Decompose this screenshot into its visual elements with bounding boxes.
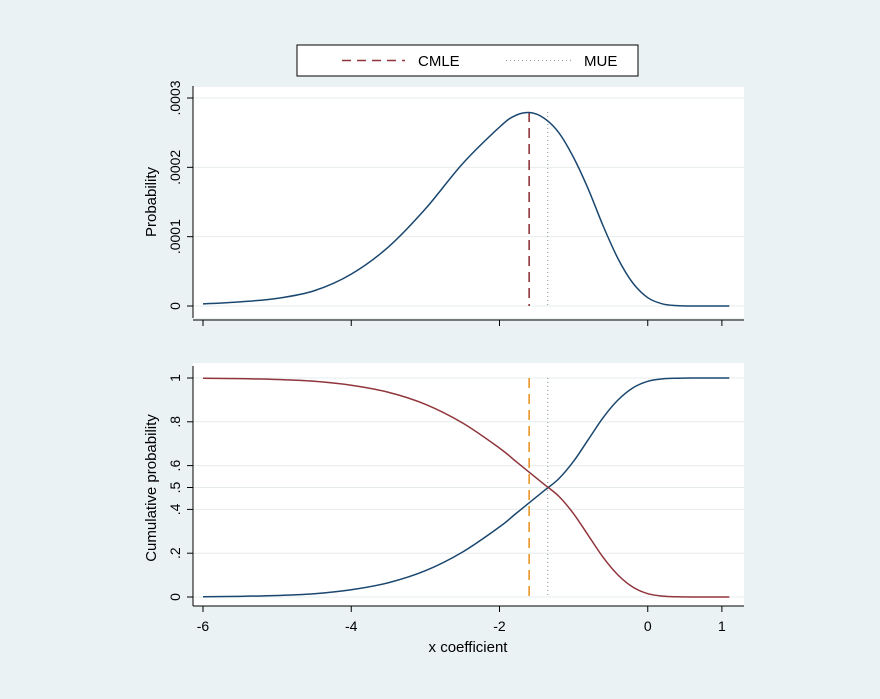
bot-x-tick-label: 1 bbox=[718, 618, 726, 634]
legend-label-mue: MUE bbox=[584, 53, 617, 70]
top-y-axis-title: Probability bbox=[143, 166, 160, 237]
top-y-tick-label: .0003 bbox=[167, 80, 183, 115]
top-y-tick-label: 0 bbox=[167, 302, 183, 310]
bot-x-tick-label: -4 bbox=[345, 618, 358, 634]
bot-y-tick-label: 1 bbox=[167, 374, 183, 382]
bot-y-tick-label: .8 bbox=[167, 416, 183, 428]
top-panel: 0 .0001 .0002 .0003 Probability bbox=[143, 80, 744, 326]
bot-y-tick-label: .6 bbox=[167, 460, 183, 472]
bottom-series bbox=[202, 377, 730, 598]
bot-series-line-0 bbox=[202, 377, 730, 598]
top-gridlines bbox=[193, 97, 744, 307]
top-y-tick-label: .0001 bbox=[167, 219, 183, 254]
bottom-panel: 0 .2 .4 .5 .6 .8 1 -6 -4 -2 0 1 Cumulative probabi… bbox=[143, 363, 744, 656]
bot-x-tick-label: -2 bbox=[493, 618, 506, 634]
top-y-axis: 0 .0001 .0002 .0003 bbox=[167, 80, 194, 318]
bottom-gridlines bbox=[193, 377, 744, 598]
top-y-tick-label: .0002 bbox=[167, 150, 183, 185]
top-reference-lines bbox=[528, 112, 549, 306]
bot-y-tick-label: .5 bbox=[167, 481, 183, 493]
bot-x-tick-label: -6 bbox=[197, 618, 210, 634]
bottom-reference-lines bbox=[528, 378, 549, 597]
top-x-axis bbox=[193, 319, 744, 326]
bottom-x-axis: -6 -4 -2 0 1 bbox=[193, 605, 744, 634]
top-series bbox=[202, 111, 730, 307]
top-plot-area bbox=[193, 87, 744, 318]
bot-series-line-1 bbox=[202, 377, 730, 598]
bot-y-tick-label: 0 bbox=[167, 593, 183, 601]
legend: CMLE MUE bbox=[296, 44, 639, 77]
bottom-plot-area bbox=[193, 363, 744, 606]
legend-box bbox=[296, 44, 639, 77]
top-series-line-0 bbox=[202, 111, 730, 307]
x-axis-title: x coefficient bbox=[429, 639, 509, 656]
bot-y-tick-label: .2 bbox=[167, 547, 183, 559]
legend-label-cmle: CMLE bbox=[418, 53, 460, 70]
bot-y-tick-label: .4 bbox=[167, 503, 183, 515]
bottom-y-axis-title: Cumulative probability bbox=[143, 414, 160, 562]
bot-x-tick-label: 0 bbox=[644, 618, 652, 634]
bottom-y-axis: 0 .2 .4 .5 .6 .8 1 bbox=[167, 366, 194, 606]
